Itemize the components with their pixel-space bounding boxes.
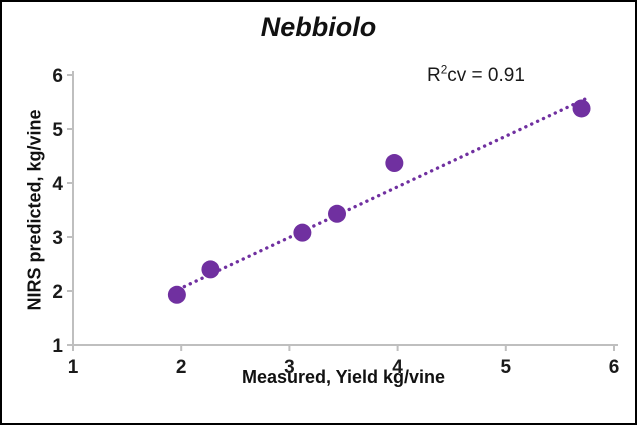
annotation-base: R xyxy=(427,65,441,86)
data-point xyxy=(201,260,220,279)
y-tick-label: 1 xyxy=(52,336,63,357)
data-point xyxy=(167,285,186,304)
annotation-superscript: 2 xyxy=(440,63,448,77)
trendline xyxy=(170,95,590,294)
y-tick-label: 2 xyxy=(52,282,63,303)
x-axis-title: Measured, Yield kg/vine xyxy=(241,367,446,387)
data-point xyxy=(385,154,404,173)
x-tick-label: 3 xyxy=(284,357,295,378)
y-axis-title: NIRS predicted, kg/vine xyxy=(24,109,45,311)
x-tick-label: 1 xyxy=(68,357,79,378)
x-tick-label: 4 xyxy=(392,357,403,378)
y-tick-label: 4 xyxy=(52,174,63,195)
x-tick-label: 2 xyxy=(176,357,187,378)
data-point xyxy=(293,223,312,242)
data-point xyxy=(572,99,591,118)
annotation-rest: cv = 0.91 xyxy=(447,65,525,86)
r-squared-annotation: R2cv = 0.91 xyxy=(427,63,525,87)
y-tick-label: 3 xyxy=(52,228,63,249)
chart-title: Nebbiolo xyxy=(260,12,377,42)
x-tick-label: 5 xyxy=(501,357,512,378)
data-point xyxy=(328,204,347,223)
y-tick-label: 6 xyxy=(52,66,63,87)
y-tick-label: 5 xyxy=(52,120,63,141)
x-tick-label: 6 xyxy=(609,357,620,378)
